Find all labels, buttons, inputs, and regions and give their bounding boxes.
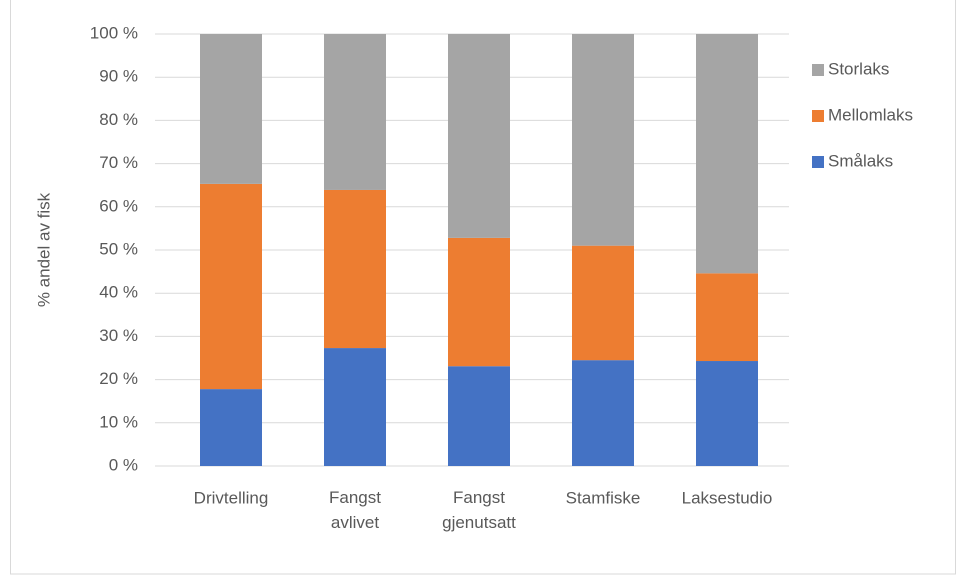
y-tick-label: 10 %	[99, 412, 138, 431]
x-tick-label: Fangst avlivet	[329, 488, 381, 532]
bar-segment	[696, 34, 758, 274]
y-tick-label: 70 %	[99, 153, 138, 172]
legend-label: Smålaks	[828, 151, 893, 170]
x-tick-label: Stamfiske	[566, 488, 641, 507]
y-tick-label: 100 %	[90, 23, 138, 42]
legend-swatch	[812, 64, 824, 76]
legend-swatch	[812, 156, 824, 168]
bar-segment	[572, 245, 634, 361]
bar-segment	[448, 34, 510, 238]
y-tick-label: 20 %	[99, 369, 138, 388]
bar-segment	[696, 273, 758, 362]
bar-segment	[448, 237, 510, 367]
x-tick-label: Drivtelling	[194, 488, 269, 507]
y-tick-label: 90 %	[99, 67, 138, 86]
y-tick-label: 0 %	[109, 455, 138, 474]
y-tick-label: 80 %	[99, 110, 138, 129]
bar-segment	[448, 366, 510, 466]
y-tick-label: 50 %	[99, 239, 138, 258]
y-axis-label: % andel av fisk	[34, 192, 53, 307]
y-tick-label: 60 %	[99, 196, 138, 215]
legend-label: Mellomlaks	[828, 105, 913, 124]
y-tick-label: 30 %	[99, 326, 138, 345]
bar-segment	[200, 183, 262, 390]
bar-segment	[200, 389, 262, 466]
legend-swatch	[812, 110, 824, 122]
bar-segment	[572, 360, 634, 466]
bar-segment	[324, 348, 386, 466]
bar-segment	[572, 34, 634, 246]
bar-segment	[696, 361, 758, 466]
bar-segment	[324, 34, 386, 190]
legend-label: Storlaks	[828, 59, 889, 78]
y-tick-label: 40 %	[99, 283, 138, 302]
x-tick-label: Laksestudio	[682, 488, 773, 507]
x-tick-label: Fangst gjenutsatt	[442, 488, 516, 532]
bar-segment	[200, 34, 262, 184]
bar-segment	[324, 189, 386, 349]
